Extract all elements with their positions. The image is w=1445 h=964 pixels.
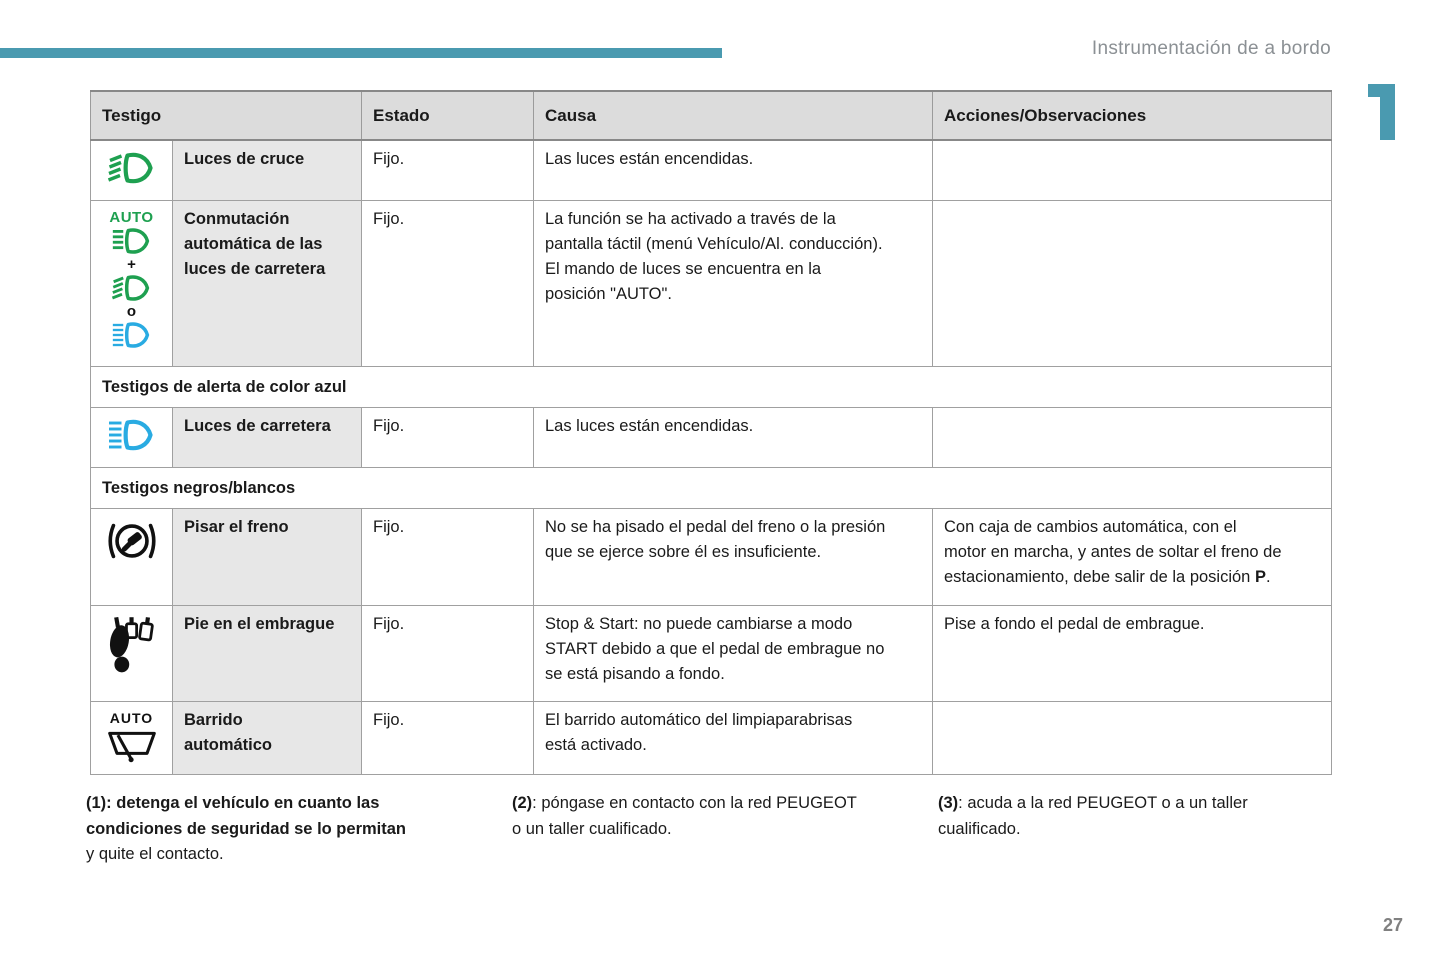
state-cell: Fijo. bbox=[361, 508, 534, 606]
page-number: 27 bbox=[1382, 915, 1403, 935]
footnote-1: (1): detenga el vehículo en cuanto las c… bbox=[86, 791, 496, 868]
actions-bold-letter: P bbox=[1254, 568, 1266, 586]
auto-beam-switch-icon: AUTO + bbox=[102, 210, 161, 350]
indicator-icon-cell bbox=[90, 139, 173, 201]
cause-cell: La función se ha activado a través de la… bbox=[533, 200, 933, 367]
actions-cell: Con caja de cambios automática, con el m… bbox=[932, 508, 1332, 606]
indicator-icon-cell bbox=[90, 508, 173, 606]
cause-cell: El barrido automático del limpiaparabris… bbox=[533, 701, 933, 775]
header-accent-bar bbox=[0, 48, 722, 58]
section-header: Testigos negros/blancos bbox=[90, 467, 1332, 509]
table-row-conmutacion-automatica: AUTO + bbox=[90, 200, 1332, 367]
footnote-3-bold: (3) bbox=[938, 794, 959, 812]
windscreen-wiper-icon bbox=[107, 731, 156, 763]
indicator-name: Luces de carretera bbox=[172, 407, 362, 468]
actions-cell: Pise a fondo el pedal de embrague. bbox=[932, 605, 1332, 702]
table-row-luces-de-carretera: Luces de carretera Fijo. Las luces están… bbox=[90, 407, 1332, 468]
actions-text: Con caja de cambios automática, con el m… bbox=[944, 518, 1282, 586]
footnote-3: (3): acuda a la red PEUGEOT o a un talle… bbox=[938, 791, 1348, 842]
indicator-icon-cell: AUTO bbox=[90, 701, 173, 775]
section-row-azul: Testigos de alerta de color azul bbox=[90, 366, 1332, 408]
table-row-pie-en-el-embrague: Pie en el embrague Fijo. Stop & Start: n… bbox=[90, 605, 1332, 702]
section-row-negros-blancos: Testigos negros/blancos bbox=[90, 467, 1332, 509]
brake-pedal-warning-icon bbox=[107, 523, 156, 559]
cause-cell: Stop & Start: no puede cambiarse a modo … bbox=[533, 605, 933, 702]
col-header-causa: Causa bbox=[533, 90, 933, 141]
cause-cell: Las luces están encendidas. bbox=[533, 139, 933, 201]
cause-cell: Las luces están encendidas. bbox=[533, 407, 933, 468]
state-cell: Fijo. bbox=[361, 701, 534, 775]
col-header-acciones: Acciones/Observaciones bbox=[932, 90, 1332, 141]
footnote-3-text: : acuda a la red PEUGEOT o a un taller c… bbox=[938, 794, 1248, 838]
footnote-2-bold: (2) bbox=[512, 794, 533, 812]
indicator-name: Luces de cruce bbox=[172, 139, 362, 201]
cause-cell: No se ha pisado el pedal del freno o la … bbox=[533, 508, 933, 606]
actions-cell bbox=[932, 407, 1332, 468]
section-header: Testigos de alerta de color azul bbox=[90, 366, 1332, 408]
footnote-1-text: y quite el contacto. bbox=[86, 845, 224, 863]
high-beam-green-icon bbox=[112, 228, 149, 254]
state-cell: Fijo. bbox=[361, 605, 534, 702]
auto-label: AUTO bbox=[109, 209, 154, 226]
footnote-1-bold: (1): detenga el vehículo en cuanto las c… bbox=[86, 794, 406, 838]
low-beam-green-icon bbox=[107, 152, 153, 184]
indicator-name: Pisar el freno bbox=[172, 508, 362, 606]
high-beam-blue-icon bbox=[112, 322, 149, 348]
table-row-pisar-el-freno: Pisar el freno Fijo. No se ha pisado el … bbox=[90, 508, 1332, 606]
indicator-icon-cell: AUTO + bbox=[90, 200, 173, 367]
actions-cell bbox=[932, 200, 1332, 367]
footnote-2-text: : póngase en contacto con la red PEUGEOT… bbox=[512, 794, 857, 838]
state-cell: Fijo. bbox=[361, 200, 534, 367]
chapter-number-marker bbox=[1368, 84, 1395, 140]
state-cell: Fijo. bbox=[361, 407, 534, 468]
low-beam-green-icon bbox=[111, 275, 149, 301]
auto-wiper-icon: AUTO bbox=[102, 711, 161, 767]
running-header-title: Instrumentación de a bordo bbox=[1091, 38, 1331, 59]
actions-cell bbox=[932, 701, 1332, 775]
col-header-testigo: Testigo bbox=[90, 90, 362, 141]
indicator-icon-cell bbox=[90, 407, 173, 468]
high-beam-blue-icon bbox=[108, 419, 153, 451]
table-row-luces-de-cruce: Luces de cruce Fijo. Las luces están enc… bbox=[90, 139, 1332, 201]
chapter-number-flag bbox=[1368, 84, 1380, 97]
actions-cell bbox=[932, 139, 1332, 201]
indicator-name: Pie en el embrague bbox=[172, 605, 362, 702]
indicator-icon-cell bbox=[90, 605, 173, 702]
actions-suffix: . bbox=[1265, 568, 1271, 586]
indicator-name: Barrido automático bbox=[172, 701, 362, 775]
warning-lights-table: Testigo Estado Causa Acciones/Observacio… bbox=[90, 90, 1332, 775]
clutch-pedal-foot-icon bbox=[109, 616, 154, 673]
state-cell: Fijo. bbox=[361, 139, 534, 201]
table-row-barrido-automatico: AUTO Barrido automático Fijo. El barrido… bbox=[90, 701, 1332, 775]
chapter-number-stem bbox=[1380, 84, 1395, 140]
table-header-row: Testigo Estado Causa Acciones/Observacio… bbox=[90, 90, 1332, 141]
indicator-name: Conmutación automática de las luces de c… bbox=[172, 200, 362, 367]
plus-label: + bbox=[127, 256, 136, 273]
col-header-estado: Estado bbox=[361, 90, 534, 141]
auto-label: AUTO bbox=[109, 710, 154, 726]
footnote-2: (2): póngase en contacto con la red PEUG… bbox=[512, 791, 922, 842]
or-label: o bbox=[126, 303, 137, 320]
